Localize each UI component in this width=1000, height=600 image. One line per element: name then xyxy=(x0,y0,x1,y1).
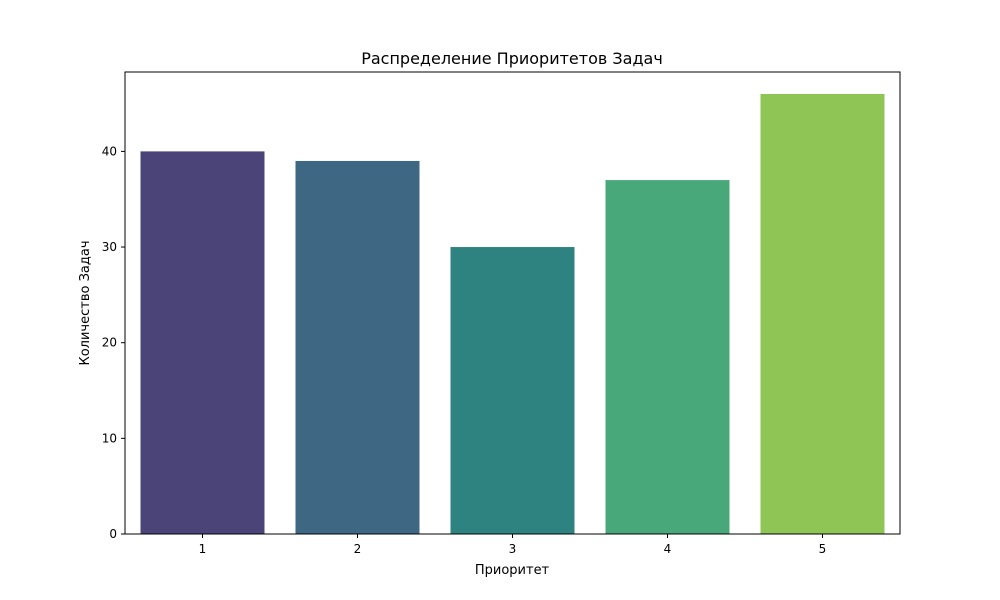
y-tick-label: 40 xyxy=(102,144,117,158)
chart-title: Распределение Приоритетов Задач xyxy=(361,49,663,68)
bar-priority-3 xyxy=(450,247,575,535)
bar-priority-1 xyxy=(140,151,265,534)
x-tick-label: 1 xyxy=(199,542,207,556)
y-tick-label: 20 xyxy=(102,336,117,350)
y-tick-label: 30 xyxy=(102,240,117,254)
x-axis-label: Приоритет xyxy=(475,563,550,578)
y-axis-ticks: 0 10 20 30 40 xyxy=(102,144,125,541)
x-tick-label: 3 xyxy=(509,542,517,556)
x-tick-label: 2 xyxy=(354,542,362,556)
x-tick-label: 4 xyxy=(664,542,672,556)
bar-priority-2 xyxy=(295,160,420,534)
x-tick-label: 5 xyxy=(819,542,827,556)
bar-priority-5 xyxy=(760,94,885,534)
y-tick-label: 0 xyxy=(109,527,117,541)
x-axis-ticks: 1 2 3 4 5 xyxy=(199,534,827,556)
y-axis-label: Количество Задач xyxy=(78,240,93,365)
bar-priority-4 xyxy=(605,180,730,534)
plot-frame xyxy=(124,71,901,535)
y-tick-label: 10 xyxy=(102,431,117,445)
bars-group xyxy=(140,94,885,535)
